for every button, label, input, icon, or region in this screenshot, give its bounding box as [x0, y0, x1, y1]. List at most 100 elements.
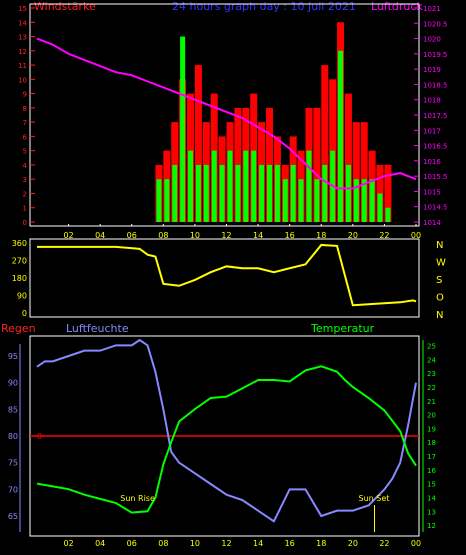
rain-label: Regen [1, 322, 36, 335]
temperature-tick-label: 25 [427, 343, 436, 351]
time-label: 10 [190, 539, 200, 548]
time-label: 08 [158, 539, 168, 548]
direction-line [37, 243, 417, 307]
wind-tick-label: 7 [23, 119, 27, 127]
time-label: 12 [221, 539, 231, 548]
wind-bar [306, 150, 312, 222]
wind-tick-label: 4 [23, 162, 28, 170]
temperature-tick-label: 23 [427, 370, 436, 378]
humidity-tick-label: 85 [8, 405, 18, 414]
humidity-tick-label: 80 [8, 432, 18, 441]
temperature-tick-label: 20 [427, 412, 436, 420]
pressure-tick-label: 1019 [423, 66, 441, 74]
humidity-line [36, 338, 417, 523]
wind-tick-label: 1 [23, 205, 27, 213]
pressure-tick-label: 1014 [423, 219, 441, 227]
wind-bar [172, 164, 178, 222]
pressure-tick-label: 1016 [423, 158, 441, 166]
wind-tick-label: 9 [23, 91, 27, 99]
wind-bar [235, 164, 241, 222]
pressure-tick-label: 1015.5 [423, 173, 448, 181]
time-label: 02 [63, 539, 73, 548]
pressure-tick-label: 1019.5 [423, 51, 448, 59]
wind-tick-label: 13 [18, 34, 27, 42]
wind-tick-label: 12 [18, 48, 27, 56]
time-label: 06 [127, 539, 137, 548]
gust-bar [321, 65, 329, 222]
direction-tick-label: 180 [12, 274, 27, 283]
wind-bar [266, 164, 272, 222]
humidity-tick-label: 70 [8, 485, 18, 494]
time-label: 20 [348, 539, 358, 548]
wind-bar [290, 164, 296, 222]
wind-bar [211, 150, 217, 222]
time-label: 16 [285, 231, 295, 240]
wind-bar [322, 164, 328, 222]
time-label: 18 [316, 539, 326, 548]
time-label: 10 [190, 231, 200, 240]
pressure-tick-label: 1020.5 [423, 20, 448, 28]
wind-bar [274, 164, 280, 222]
pressure-tick-label: 1015 [423, 188, 441, 196]
time-label: 04 [95, 539, 105, 548]
time-label: 02 [63, 231, 73, 240]
pressure-tick-label: 1017 [423, 127, 441, 135]
wind-bar [345, 164, 351, 222]
wind-bar [195, 164, 201, 222]
gust-bar [194, 65, 202, 222]
temperature-tick-label: 16 [427, 467, 436, 475]
direction-tick-label: 360 [12, 239, 27, 248]
compass-label: O [436, 293, 444, 304]
gust-bar [352, 122, 360, 222]
compass-label: N [436, 310, 443, 321]
wind-bar [156, 179, 162, 222]
temperature-tick-label: 12 [427, 522, 436, 530]
chart-title: 24 hours graph day : 10 Juli 2021 [172, 0, 356, 13]
wind-bar [251, 150, 257, 222]
wind-bar [385, 207, 391, 222]
direction-panel-frame [29, 238, 420, 318]
temperature-label: Temperatur [310, 322, 375, 335]
temperature-tick-label: 15 [427, 481, 436, 489]
wind-bar [282, 179, 288, 222]
wind-tick-label: 10 [18, 76, 27, 84]
pressure-tick-label: 1016.5 [423, 143, 448, 151]
humidity-tick-label: 75 [8, 459, 18, 468]
gust-bar [360, 122, 368, 222]
wind-bar [338, 50, 344, 222]
wind-bar [227, 150, 233, 222]
wind-bar [164, 179, 170, 222]
wind-tick-label: 14 [18, 19, 27, 27]
wind-bar [243, 150, 249, 222]
wind-tick-label: 8 [23, 105, 27, 113]
wind-bar [369, 179, 375, 222]
wind-bar [361, 179, 367, 222]
pressure-tick-label: 1018.5 [423, 81, 448, 89]
time-label: 04 [95, 231, 105, 240]
pressure-tick-label: 1020 [423, 36, 441, 44]
wind-bar [203, 164, 209, 222]
time-label: 06 [127, 231, 137, 240]
humidity-label: Luftfeuchte [66, 322, 129, 335]
temperature-tick-label: 13 [427, 508, 436, 516]
pressure-tick-label: 1014.5 [423, 204, 448, 212]
wind-tick-label: 15 [18, 5, 27, 13]
direction-tick-label: 270 [12, 257, 27, 266]
wind-axis-label: Windstärke [34, 0, 96, 13]
humidity-tick-label: 90 [8, 379, 18, 388]
direction-tick-label: 90 [17, 292, 27, 301]
time-label: 00 [411, 231, 421, 240]
time-label: 22 [379, 539, 389, 548]
time-label: 18 [316, 231, 326, 240]
temperature-tick-label: 21 [427, 398, 436, 406]
time-label: 22 [379, 231, 389, 240]
compass-label: W [436, 258, 446, 269]
wind-bar [353, 179, 359, 222]
compass-label: S [436, 275, 442, 286]
wind-tick-label: 3 [23, 176, 27, 184]
temperature-tick-label: 17 [427, 453, 436, 461]
wind-bar [259, 164, 265, 222]
temperature-tick-label: 19 [427, 425, 436, 433]
